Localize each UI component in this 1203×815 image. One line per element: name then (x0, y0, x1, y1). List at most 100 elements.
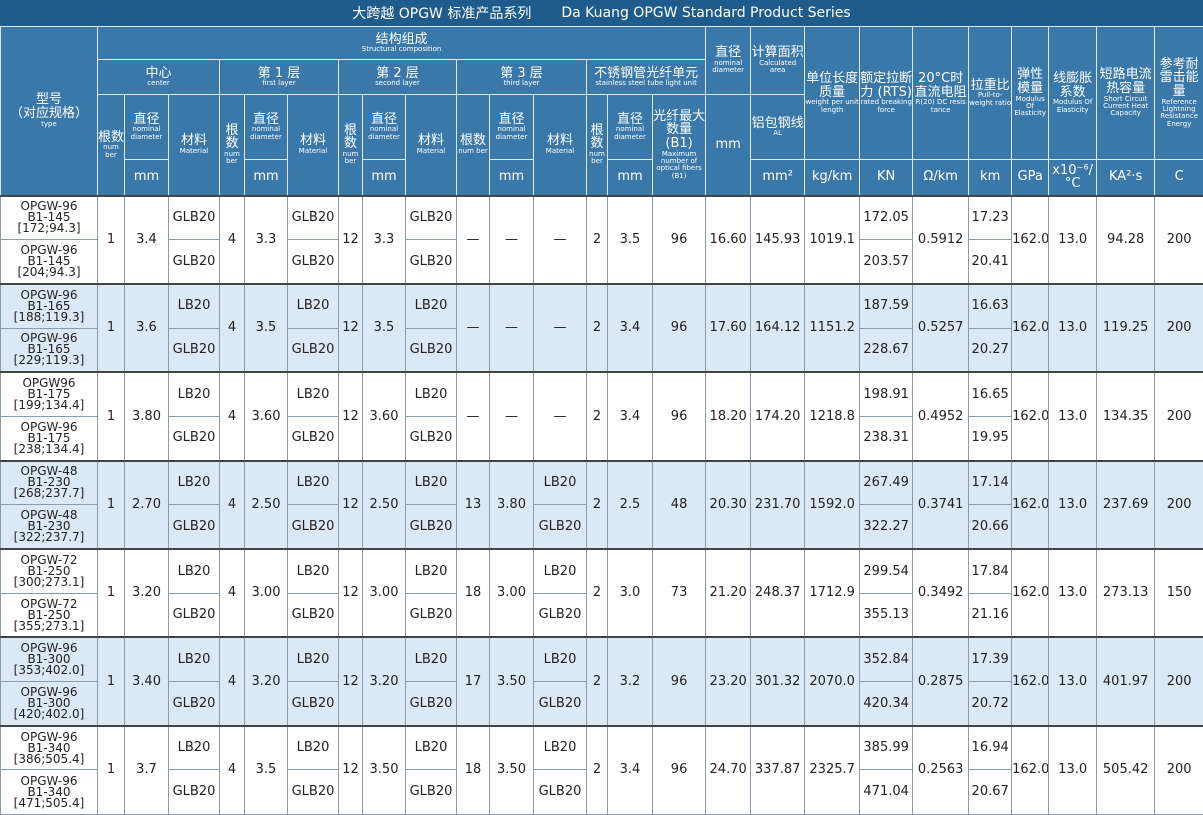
expansion: 13.0 (1048, 724, 1098, 815)
sub-header-cn: 根数 (98, 129, 125, 145)
modulus: 162.0 (1011, 547, 1050, 638)
sub-header: 材料 Material (287, 94, 339, 196)
expansion: 13.0 (1048, 547, 1098, 638)
material: LB20 (287, 636, 339, 683)
fibers: 73 (651, 547, 707, 638)
rts: 385.99 (859, 724, 914, 771)
ratio: 20.72 (968, 681, 1013, 727)
type: OPGW-96 B1-175 [238;134.4] (0, 415, 98, 462)
type: OPGW-96 B1-300 [353;402.0] (0, 636, 98, 683)
weight: 1592.0 (804, 459, 861, 550)
material: GLB20 (287, 592, 339, 638)
unit: kg/km (804, 159, 861, 196)
rts: 238.31 (859, 415, 914, 462)
ratio: 16.94 (968, 724, 1013, 771)
unit: mm (705, 94, 752, 196)
column-header-cn: 20°C时直流电阻 (914, 71, 967, 100)
count: 17 (456, 636, 490, 727)
area: 248.37 (750, 547, 806, 638)
material: LB20 (405, 282, 457, 329)
count: 2 (586, 194, 608, 285)
type: OPGW-96 B1-165 [229;119.3] (0, 327, 98, 373)
count: 1 (97, 459, 125, 550)
energy: 200 (1154, 724, 1203, 815)
layer-header: 不锈钢管光纤单元 stainless steel tube light unit (585, 59, 707, 95)
column-header-en: Modulus Of Elasticity (1014, 94, 1046, 118)
expansion: 13.0 (1048, 459, 1098, 550)
sub-header-en: nominal diameter (368, 125, 400, 141)
layer-header-cn: 不锈钢管光纤单元 (594, 65, 699, 81)
column-header-cn: 计算面积 (751, 45, 804, 61)
sub-header-cn: 铝包钢线 (751, 115, 804, 131)
area: 231.70 (750, 459, 806, 550)
diameter: 3.4 (607, 371, 653, 462)
structural-header-cn: 结构组成 (375, 31, 428, 47)
diameter: 3.2 (607, 636, 653, 727)
rts: 471.04 (859, 769, 914, 815)
material: GLB20 (405, 239, 457, 285)
material: GLB20 (168, 239, 220, 285)
column-header-en: Pull-to-weight ratio (969, 91, 1012, 107)
unit: mm (362, 159, 406, 196)
material: GLB20 (168, 194, 220, 241)
sub-header-en: AL (773, 129, 782, 138)
table-row: 中心 center 第 1 层 first layer 第 2 层 second laye… (1, 59, 1203, 95)
material: GLB20 (533, 681, 587, 727)
diameter: 3.00 (489, 547, 534, 638)
table-row: OPGW-96 B1-145 [204;94.3] GLB20 GLB20 GLB20… (0, 239, 1203, 285)
short-circuit: 505.42 (1096, 724, 1156, 815)
cable-diameter: 20.30 (705, 459, 752, 550)
short-circuit: 119.25 (1096, 282, 1156, 373)
material: LB20 (287, 547, 339, 594)
diameter: — (489, 282, 534, 373)
material: GLB20 (287, 681, 339, 727)
table-row: OPGW-96 B1-300 [353;402.0] 1 3.40 LB20 4 3.20… (0, 636, 1203, 727)
count: 1 (97, 636, 125, 727)
title-bar: 大跨越 OPGW 标准产品系列 Da Kuang OPGW Standard P… (0, 0, 1203, 26)
area: 145.93 (750, 194, 806, 285)
sub-header-cn: 材料 (546, 133, 573, 149)
table-row: OPGW-72 B1-250 [355;273.1] GLB20 GLB20 GLB2… (0, 592, 1203, 638)
material: GLB20 (533, 504, 587, 550)
diameter: 3.20 (244, 636, 288, 727)
count: 12 (338, 371, 363, 462)
type: OPGW-96 B1-145 [204;94.3] (0, 239, 98, 285)
short-circuit: 273.13 (1096, 547, 1156, 638)
energy: 150 (1154, 547, 1203, 638)
short-circuit: 94.28 (1096, 194, 1156, 285)
material: LB20 (405, 724, 457, 771)
count: 1 (97, 282, 125, 373)
layer-header-cn: 第 3 层 (500, 65, 543, 81)
diameter: 3.4 (607, 282, 653, 373)
weight: 1019.1 (804, 194, 861, 285)
resistance: 0.2563 (912, 724, 970, 815)
sub-header: 直径 nominal diameter (362, 94, 406, 160)
product-table: 型号 （对应规格） type 结构组成 Structural composition 直… (0, 26, 1203, 815)
ratio: 20.66 (968, 504, 1013, 550)
short-circuit: 134.35 (1096, 371, 1156, 462)
table-row: OPGW-72 B1-250 [300;273.1] 1 3.20 LB20 4 3.00… (0, 547, 1203, 638)
material: LB20 (287, 459, 339, 506)
count: 12 (338, 194, 363, 285)
material: GLB20 (405, 769, 457, 815)
diameter: 3.60 (244, 371, 288, 462)
diameter: 3.80 (124, 371, 169, 462)
material: LB20 (168, 724, 220, 771)
sub-header: 根数 num ber (97, 94, 125, 196)
column-header: 弹性模量 Modulus Of Elasticity (1011, 26, 1050, 160)
table-row: OPGW-96 B1-165 [229;119.3] GLB20 GLB20 GLB2… (0, 327, 1203, 373)
column-header: 拉重比 Pull-to-weight ratio (968, 26, 1013, 160)
diameter: 3.5 (244, 282, 288, 373)
material: GLB20 (533, 769, 587, 815)
column-header: 线膨胀系数 Modulus Of Elasticity (1048, 26, 1098, 160)
type: OPGW-48 B1-230 [322;237.7] (0, 504, 98, 550)
ratio: 20.27 (968, 327, 1013, 373)
count: 18 (456, 547, 490, 638)
sub-header: 材料 Material (533, 94, 587, 196)
diameter: — (489, 371, 534, 462)
sub-header-cn: 直径 (616, 111, 643, 127)
material: GLB20 (287, 239, 339, 285)
sub-header-cn: 直径 (133, 111, 160, 127)
count: 12 (338, 547, 363, 638)
short-circuit: 401.97 (1096, 636, 1156, 727)
